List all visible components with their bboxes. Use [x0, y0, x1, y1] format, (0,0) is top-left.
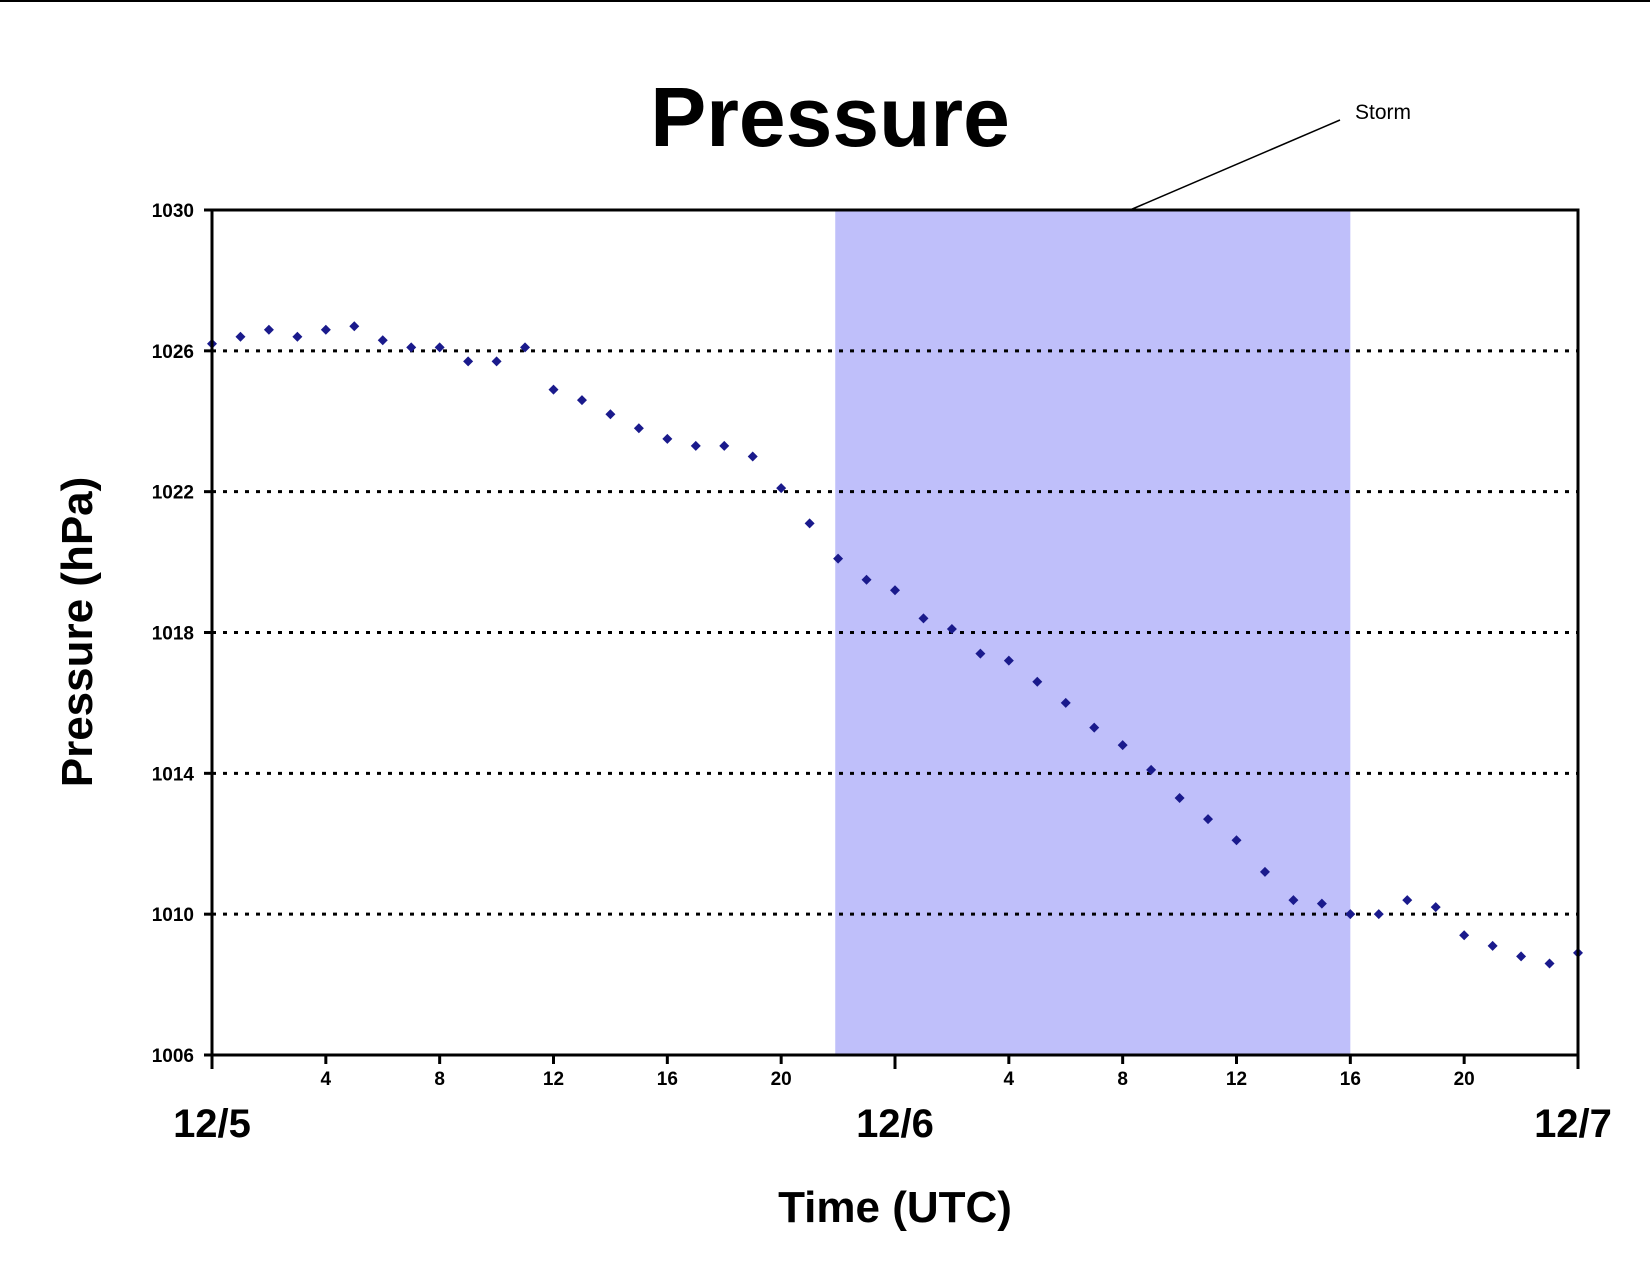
data-point	[320, 324, 331, 335]
y-tick-label: 1006	[152, 1046, 194, 1067]
data-point	[1060, 697, 1071, 708]
data-point	[1373, 909, 1384, 920]
top-border-line	[0, 0, 1650, 2]
y-tick-label: 1022	[152, 483, 194, 504]
data-point	[1117, 740, 1128, 751]
data-point	[1174, 792, 1185, 803]
data-point	[747, 451, 758, 462]
data-point	[804, 518, 815, 529]
data-point	[491, 356, 502, 367]
data-point	[1288, 895, 1299, 906]
data-point	[520, 342, 531, 353]
data-point	[605, 409, 616, 420]
data-point	[1459, 930, 1470, 941]
y-axis-ticks: 1006 1010 1014 1018 1022 1026 1030	[152, 201, 212, 1067]
data-point	[1402, 895, 1413, 906]
x-tick-label: 20	[1454, 1069, 1475, 1090]
data-point	[833, 553, 844, 564]
data-point	[633, 423, 644, 434]
data-point	[776, 483, 787, 494]
data-point	[1203, 814, 1214, 825]
data-point	[1487, 940, 1498, 951]
data-point	[1316, 898, 1327, 909]
data-point	[946, 623, 957, 634]
data-point	[377, 335, 388, 346]
x-tick-label: 16	[657, 1069, 678, 1090]
gridlines-layer	[212, 349, 1578, 916]
data-point	[1146, 764, 1157, 775]
y-tick-label: 1014	[152, 764, 195, 785]
data-point	[719, 440, 730, 451]
data-point	[349, 321, 360, 332]
data-point	[918, 613, 929, 624]
x-day-label: 12/7	[1534, 1102, 1612, 1146]
data-point	[1430, 902, 1441, 913]
x-tick-label: 4	[321, 1069, 332, 1090]
data-point	[1089, 722, 1100, 733]
data-point	[263, 324, 274, 335]
x-axis-day-labels: 12/5 12/6 12/7	[173, 1102, 1612, 1146]
data-point	[662, 433, 673, 444]
chart-title: Pressure	[650, 70, 1010, 164]
x-axis-title: Time (UTC)	[778, 1183, 1012, 1232]
x-axis-ticks: 4 8 12 16 20 4 8 12 16 20	[210, 1055, 1580, 1090]
storm-annotation-label: Storm	[1355, 101, 1411, 124]
x-tick-label: 12	[1226, 1069, 1247, 1090]
data-point	[1345, 909, 1356, 920]
data-point	[890, 585, 900, 596]
data-point	[406, 342, 417, 353]
x-day-label: 12/5	[173, 1102, 251, 1146]
data-point	[1231, 835, 1242, 846]
y-axis-title: Pressure (hPa)	[53, 477, 102, 788]
x-tick-label: 20	[771, 1069, 792, 1090]
y-tick-label: 1018	[152, 624, 194, 645]
data-point	[1259, 866, 1270, 877]
data-point	[434, 342, 445, 353]
x-tick-label: 12	[543, 1069, 564, 1090]
data-point	[975, 648, 986, 659]
data-point	[463, 356, 474, 367]
x-day-label: 12/6	[856, 1102, 934, 1146]
data-point	[548, 384, 559, 395]
data-point	[690, 440, 701, 451]
data-point	[1032, 676, 1043, 687]
data-point	[235, 331, 246, 342]
x-tick-label: 8	[1117, 1069, 1128, 1090]
data-point	[1003, 655, 1014, 666]
x-tick-label: 16	[1340, 1069, 1361, 1090]
y-tick-label: 1030	[152, 201, 194, 222]
storm-annotation-leader	[1129, 119, 1341, 211]
x-tick-label: 8	[434, 1069, 445, 1090]
data-point	[1516, 951, 1527, 962]
x-tick-label: 4	[1004, 1069, 1015, 1090]
y-tick-label: 1010	[152, 905, 194, 926]
y-tick-label: 1026	[152, 342, 194, 363]
data-point	[861, 574, 872, 585]
data-point	[576, 395, 587, 406]
data-point	[292, 331, 303, 342]
data-point	[1544, 958, 1555, 969]
